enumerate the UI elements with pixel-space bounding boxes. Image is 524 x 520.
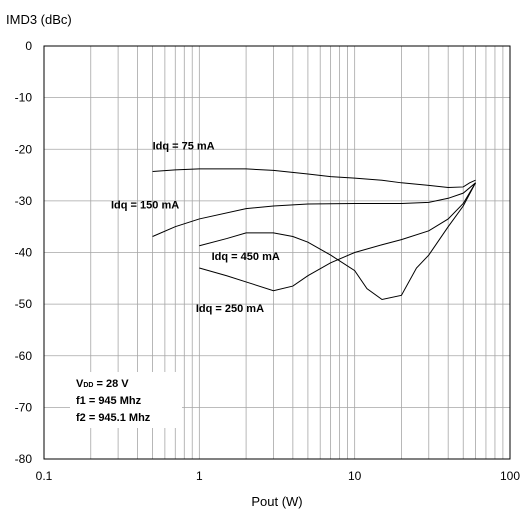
x-tick-label: 0.1	[36, 469, 53, 483]
vdd-value: = 28 V	[93, 378, 129, 390]
series-line	[152, 182, 476, 237]
x-tick-label: 100	[500, 469, 520, 483]
series-layer	[152, 168, 476, 301]
y-tick-label: -80	[15, 452, 33, 466]
series-line	[152, 168, 476, 188]
x-tick-label: 10	[348, 469, 362, 483]
f1-condition: f1 = 945 Mhz	[76, 395, 142, 407]
curve-label: Idq = 250 mA	[196, 303, 264, 315]
plot-area-frame	[43, 45, 511, 460]
curve-label: Idq = 150 mA	[111, 200, 179, 212]
series-line	[199, 182, 476, 301]
x-tick-label: 1	[196, 469, 203, 483]
y-tick-label: -10	[15, 91, 33, 105]
y-tick-label: -50	[15, 297, 33, 311]
y-tick-label: -70	[15, 400, 33, 414]
tick-layer: 0 -10 -20 -30 -40 -50 -60 -70 -800.1 1 10 100	[15, 39, 521, 483]
y-tick-label: -30	[15, 194, 33, 208]
annotation-layer: Idq = 75 mA Idq = 150 mA Idq = 450 mA Idq =…	[111, 140, 280, 315]
y-tick-label: 0	[25, 39, 32, 53]
vdd-prefix: V	[76, 378, 84, 390]
curve-label: Idq = 450 mA	[212, 251, 280, 263]
y-tick-label: -60	[15, 349, 33, 363]
vdd-subscript: DD	[83, 382, 93, 389]
y-axis-label: IMD3 (dBc)	[6, 12, 72, 27]
x-axis-label: Pout (W)	[251, 494, 302, 509]
y-tick-label: -20	[15, 142, 33, 156]
vdd-condition: VDD = 28 V	[76, 378, 129, 390]
f2-condition: f2 = 945.1 Mhz	[76, 412, 151, 424]
conditions-background	[70, 372, 182, 428]
series-line	[199, 182, 476, 292]
y-tick-label: -40	[15, 246, 33, 260]
conditions-box: VDD = 28 V f1 = 945 Mhz f2 = 945.1 Mhz	[70, 372, 182, 428]
curve-label: Idq = 75 mA	[153, 140, 215, 152]
